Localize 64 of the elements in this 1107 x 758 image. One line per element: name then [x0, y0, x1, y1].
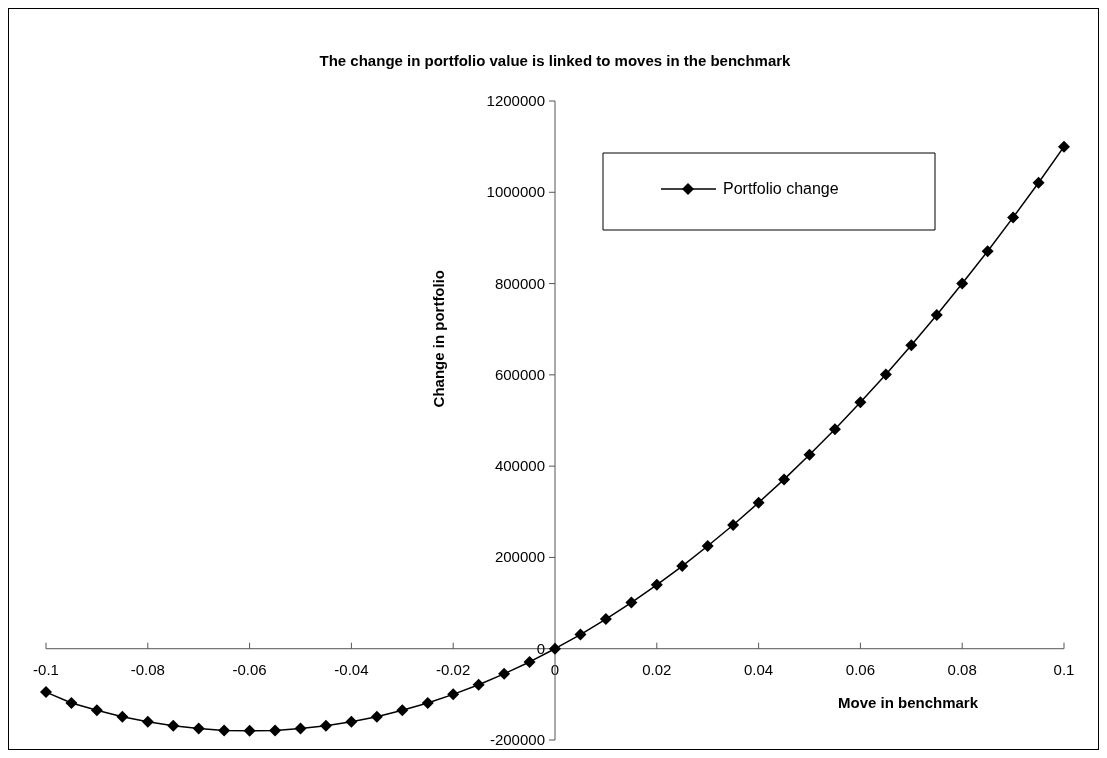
point	[599, 613, 612, 626]
point	[523, 655, 536, 668]
y-tick-label: 0	[536, 639, 545, 657]
y-tick-label: 400000	[494, 457, 545, 475]
x-axis-title: Move in benchmark	[837, 693, 979, 711]
y-tick-label: 800000	[494, 274, 545, 292]
point	[574, 628, 587, 641]
point	[498, 667, 511, 680]
point	[956, 277, 969, 290]
x-tick-label: -0.08	[130, 660, 165, 678]
point	[1058, 140, 1070, 153]
y-tick-label: 200000	[494, 548, 545, 566]
point	[192, 722, 205, 735]
point	[40, 686, 52, 699]
x-tick-label: 0.08	[947, 660, 977, 678]
y-tick-label: 600000	[494, 365, 545, 383]
point	[65, 697, 78, 710]
point	[294, 722, 307, 735]
point	[701, 540, 714, 553]
point	[396, 704, 409, 717]
x-tick-label: 0.1	[1053, 660, 1075, 678]
point	[828, 423, 841, 436]
point	[370, 710, 383, 723]
y-tick-label: -200000	[489, 731, 545, 748]
point	[319, 719, 332, 732]
x-tick-label: 0.02	[642, 660, 672, 678]
y-axis-title: Change in portfolio	[430, 269, 447, 408]
x-tick-label: 0.04	[744, 660, 774, 678]
point	[141, 715, 154, 728]
point	[930, 309, 943, 322]
x-tick-label: 0.06	[845, 660, 875, 678]
point	[167, 719, 180, 732]
point	[879, 368, 892, 381]
point	[676, 560, 689, 573]
y-tick-label: 1000000	[486, 183, 545, 201]
point	[472, 678, 485, 691]
point	[625, 596, 638, 609]
point	[778, 473, 791, 486]
point	[243, 724, 256, 737]
x-tick-label: -0.1	[33, 660, 59, 678]
point	[752, 496, 765, 509]
x-tick-label: 0	[550, 660, 560, 678]
point	[116, 710, 129, 723]
point	[981, 245, 994, 258]
point	[447, 688, 460, 701]
point	[345, 715, 358, 728]
point	[854, 396, 867, 409]
point	[549, 642, 561, 655]
point	[905, 339, 918, 352]
point	[803, 448, 816, 461]
point	[269, 724, 282, 737]
chart-title: The change in portfolio value is linked to moves in the benchmark	[319, 52, 792, 69]
y-tick-label: 1200000	[486, 92, 545, 109]
point	[1032, 176, 1045, 189]
point	[218, 724, 231, 737]
point	[90, 704, 103, 717]
point	[1007, 211, 1020, 224]
point	[650, 578, 663, 591]
point	[421, 697, 434, 710]
point	[727, 519, 740, 532]
legend-label: Portfolio change	[723, 180, 839, 197]
x-tick-label: -0.04	[334, 660, 369, 678]
x-tick-label: -0.02	[436, 660, 471, 678]
x-tick-label: -0.06	[232, 660, 267, 678]
